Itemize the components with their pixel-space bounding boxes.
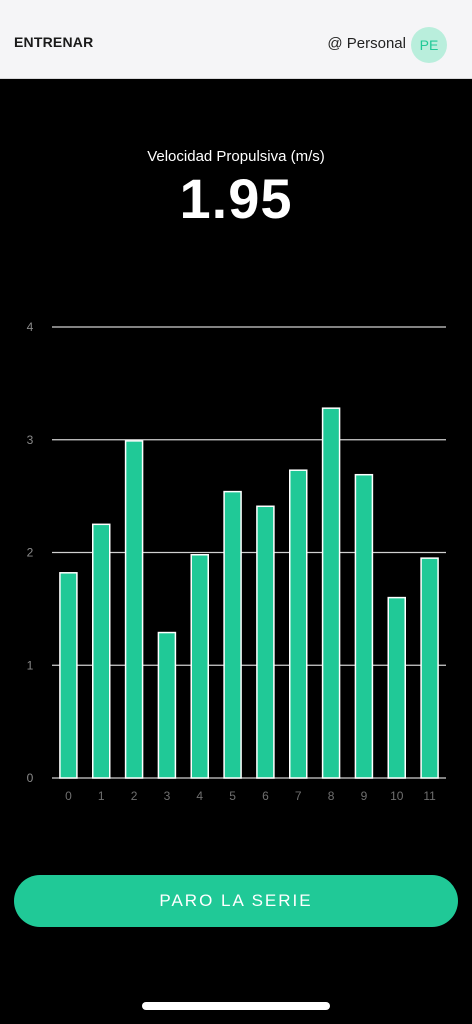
bar	[157, 631, 177, 779]
bar	[354, 473, 374, 779]
y-tick-label: 1	[27, 658, 34, 672]
bar	[387, 596, 406, 779]
x-tick-label: 6	[262, 789, 269, 803]
bar	[256, 505, 275, 779]
y-tick-label: 0	[27, 771, 34, 785]
x-tick-label: 8	[328, 789, 335, 803]
y-tick-label: 3	[27, 433, 34, 447]
metric-value: 1.95	[179, 167, 293, 230]
bar	[223, 490, 242, 779]
bar	[420, 557, 439, 779]
x-tick-label: 1	[98, 789, 105, 803]
x-tick-label: 3	[164, 789, 171, 803]
app-title: ENTRENAR	[14, 34, 94, 50]
metric-label: Velocidad Propulsiva (m/s)	[147, 148, 325, 165]
home-indicator	[142, 1002, 330, 1010]
x-tick-label: 7	[295, 789, 302, 803]
bar	[124, 440, 144, 779]
avatar[interactable]: PE	[411, 27, 447, 63]
x-tick-label: 4	[196, 789, 203, 803]
x-tick-label: 5	[229, 789, 236, 803]
bar	[190, 554, 209, 779]
bar	[289, 469, 308, 779]
bar	[92, 523, 111, 779]
velocity-bar-chart: 0 1 2 3 4 0 1 2 3 4 5 6 7 8 9 10 11	[27, 320, 446, 803]
top-header: ENTRENAR @ Personal PE	[0, 0, 472, 79]
bar	[59, 572, 78, 779]
stop-series-button[interactable]: PARO LA SERIE	[14, 875, 458, 927]
x-tick-label: 2	[131, 789, 138, 803]
y-tick-label: 4	[27, 320, 34, 334]
profile-selector[interactable]: @ Personal	[327, 35, 406, 52]
bar	[321, 407, 341, 779]
x-tick-label: 10	[390, 789, 404, 803]
y-tick-label: 2	[27, 546, 34, 560]
x-tick-label: 11	[423, 789, 436, 803]
x-tick-label: 0	[65, 789, 72, 803]
x-tick-label: 9	[361, 789, 368, 803]
